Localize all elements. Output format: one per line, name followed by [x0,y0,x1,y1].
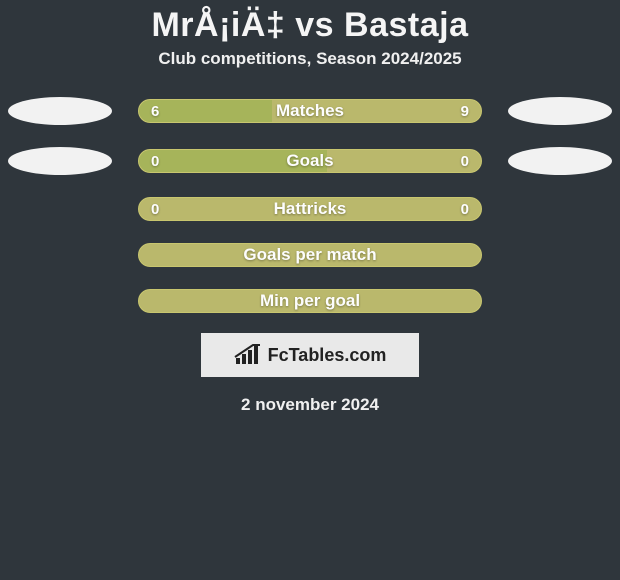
stat-label: Goals [139,150,481,172]
page-title: MrÅ¡iÄ‡ vs Bastaja [0,0,620,49]
snapshot-date: 2 november 2024 [0,395,620,415]
spacer [508,301,612,302]
player-right-avatar [508,97,612,125]
spacer [8,209,112,210]
stat-label: Min per goal [139,290,481,312]
stat-bar: Goals per match [138,243,482,267]
chart-icon [234,344,262,366]
stat-bar: 6Matches9 [138,99,482,123]
stat-bar: 0Hattricks0 [138,197,482,221]
logo-text: FcTables.com [268,345,387,366]
spacer [508,255,612,256]
stat-label: Matches [139,100,481,122]
spacer [8,301,112,302]
stat-row: Goals per match [0,243,620,267]
stat-rows: 6Matches90Goals00Hattricks0Goals per mat… [0,97,620,313]
stat-bar: Min per goal [138,289,482,313]
stat-label: Goals per match [139,244,481,266]
stat-label: Hattricks [139,198,481,220]
player-right-avatar [508,147,612,175]
stat-row: Min per goal [0,289,620,313]
stat-row: 0Hattricks0 [0,197,620,221]
stat-value-right: 9 [461,100,469,122]
stat-value-right: 0 [461,198,469,220]
stat-value-right: 0 [461,150,469,172]
stat-row: 0Goals0 [0,147,620,175]
comparison-card: MrÅ¡iÄ‡ vs Bastaja Club competitions, Se… [0,0,620,580]
logo-box[interactable]: FcTables.com [201,333,419,377]
spacer [8,255,112,256]
stat-row: 6Matches9 [0,97,620,125]
player-left-avatar [8,147,112,175]
player-left-avatar [8,97,112,125]
spacer [508,209,612,210]
stat-bar: 0Goals0 [138,149,482,173]
subtitle: Club competitions, Season 2024/2025 [0,49,620,69]
